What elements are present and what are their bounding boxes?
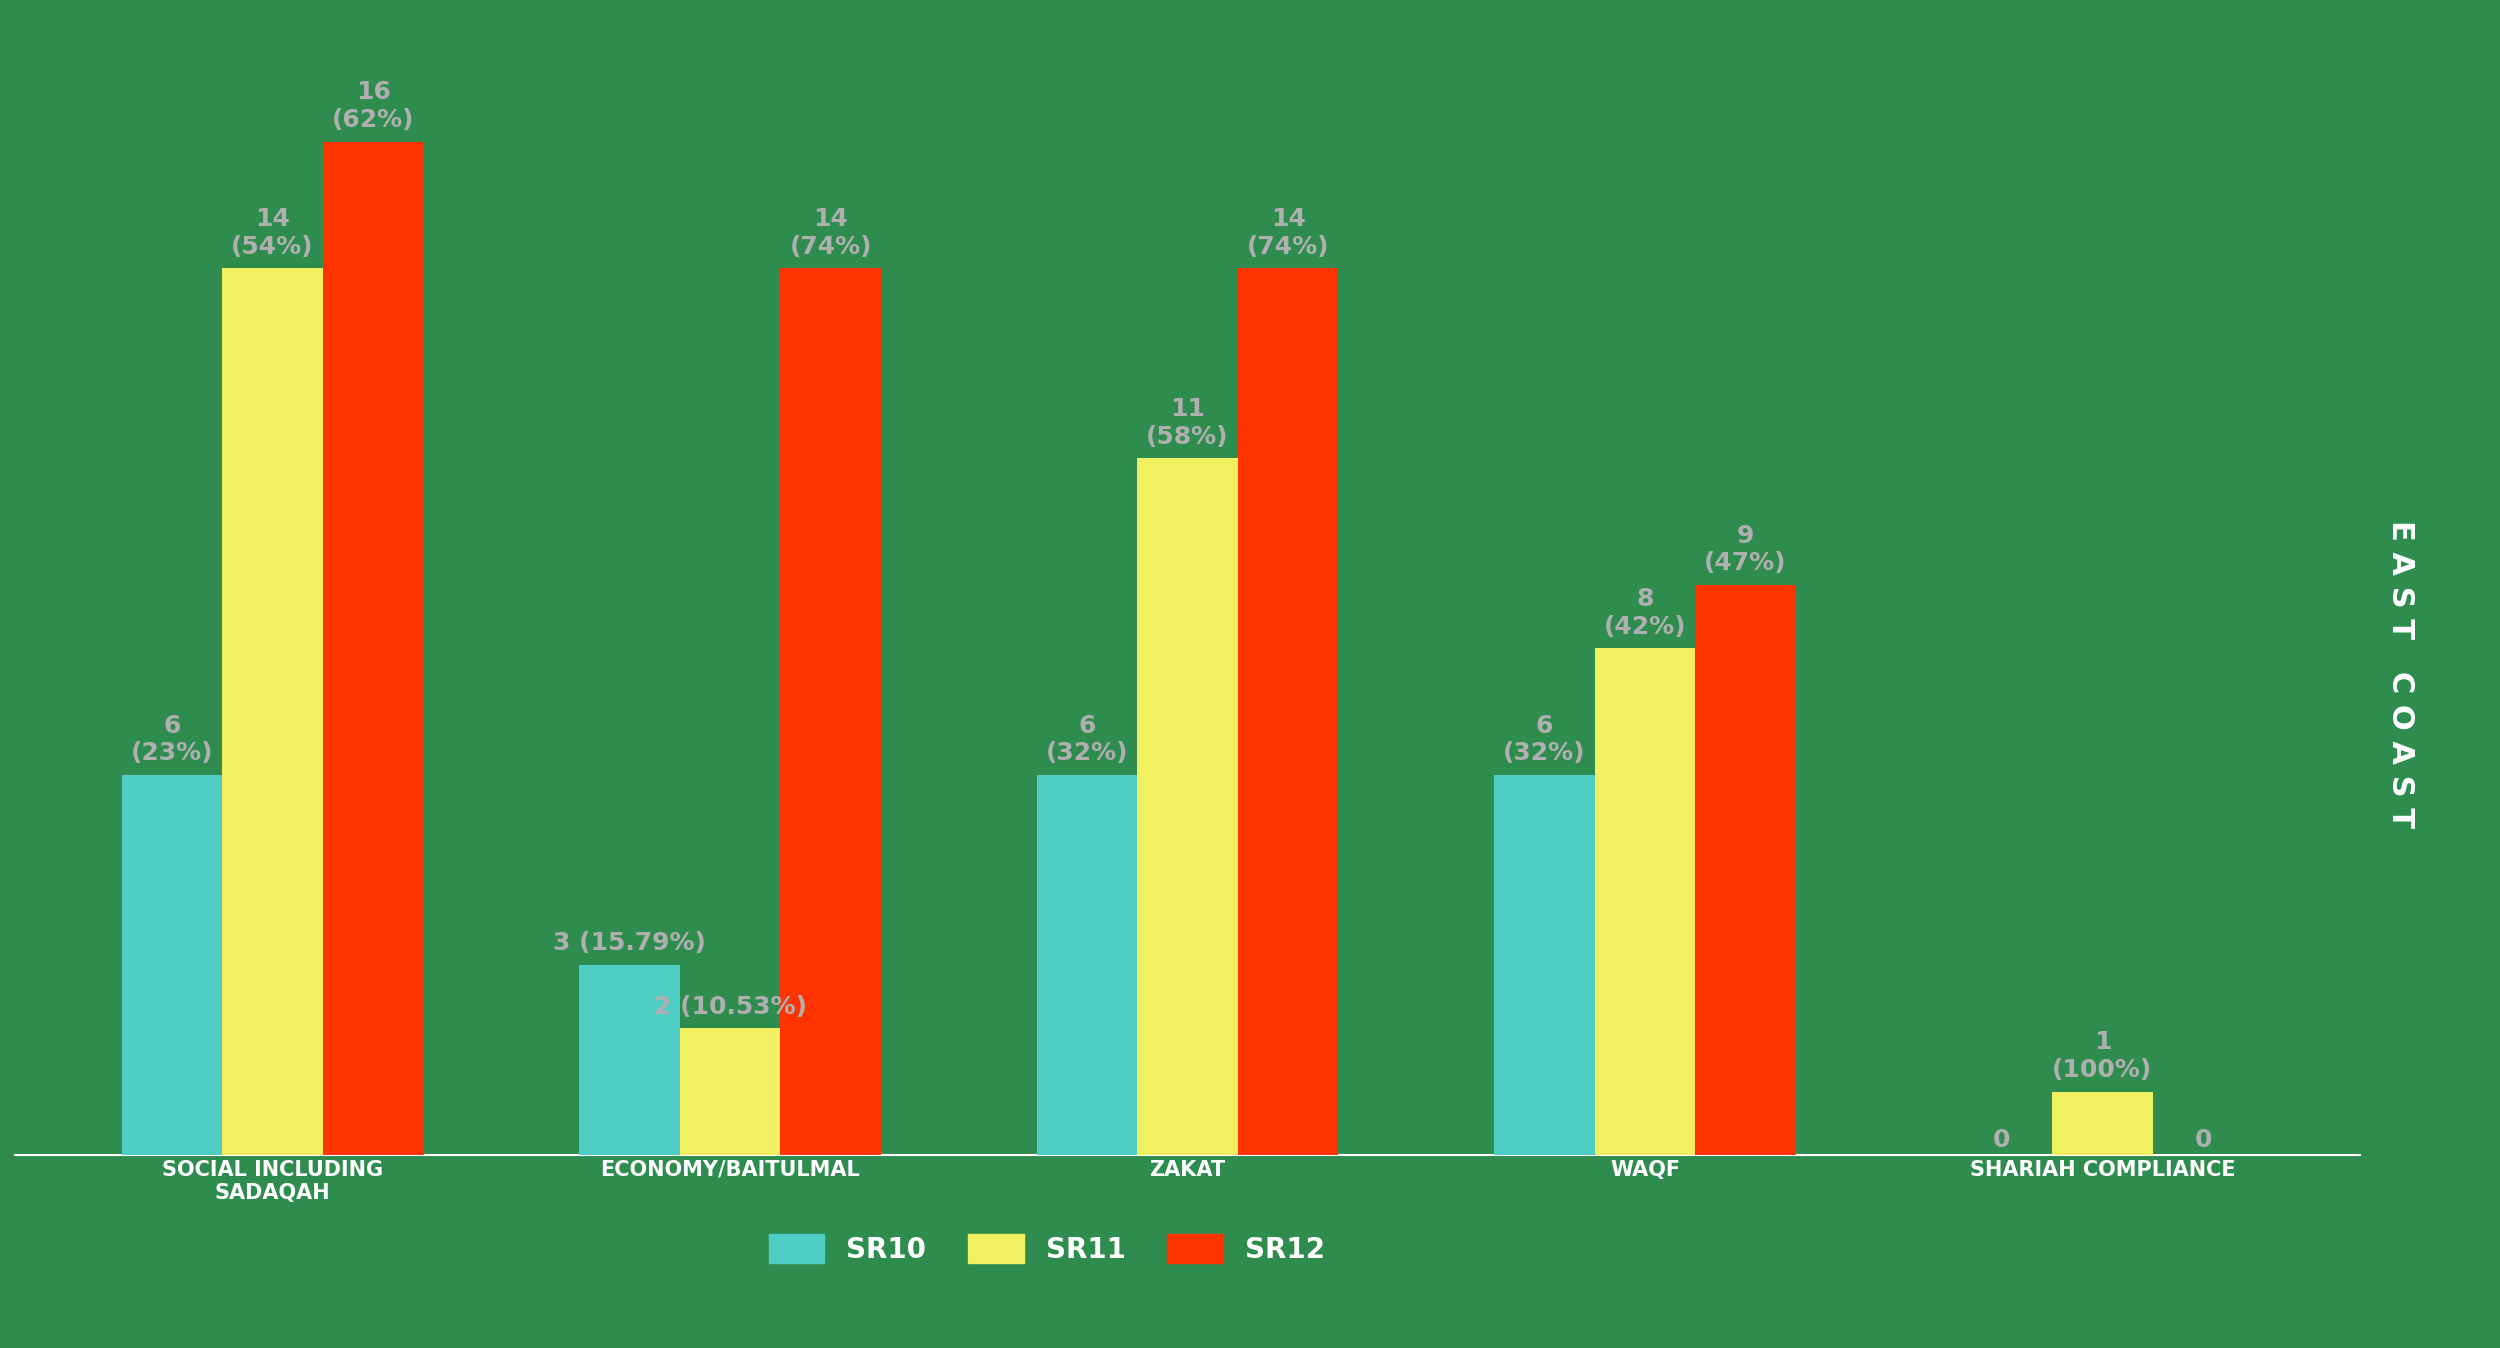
Bar (780, 268, 880, 1155)
Text: 8
(42%): 8 (42%) (1602, 586, 1685, 639)
Bar (2052, 1092, 2152, 1155)
Bar (580, 965, 680, 1155)
Text: 2 (10.53%): 2 (10.53%) (652, 995, 808, 1019)
Legend: SR10, SR11, SR12: SR10, SR11, SR12 (755, 1220, 1340, 1278)
Bar (1695, 585, 1795, 1155)
Text: 0: 0 (1992, 1128, 2010, 1151)
Text: 0: 0 (2195, 1128, 2212, 1151)
Text: 6
(23%): 6 (23%) (130, 713, 212, 766)
Text: E A S T   C O A S T: E A S T C O A S T (2385, 520, 2415, 828)
Text: 14
(74%): 14 (74%) (1248, 208, 1330, 259)
Text: 3 (15.79%): 3 (15.79%) (552, 931, 705, 956)
Text: 14
(54%): 14 (54%) (232, 208, 315, 259)
Text: 16
(62%): 16 (62%) (332, 81, 415, 132)
Text: 14
(74%): 14 (74%) (790, 208, 872, 259)
Bar (1038, 775, 1138, 1155)
Text: 6
(32%): 6 (32%) (1502, 713, 1585, 766)
Bar (1595, 648, 1695, 1155)
Bar (680, 1029, 780, 1155)
Bar (122, 775, 222, 1155)
Bar (1138, 458, 1238, 1155)
Text: 6
(32%): 6 (32%) (1045, 713, 1128, 766)
Bar (222, 268, 322, 1155)
Bar (1495, 775, 1595, 1155)
Text: 9
(47%): 9 (47%) (1705, 523, 1788, 576)
Text: 11
(58%): 11 (58%) (1148, 398, 1230, 449)
Bar (1238, 268, 1338, 1155)
Bar (322, 142, 422, 1155)
Text: 1
(100%): 1 (100%) (2052, 1030, 2152, 1082)
